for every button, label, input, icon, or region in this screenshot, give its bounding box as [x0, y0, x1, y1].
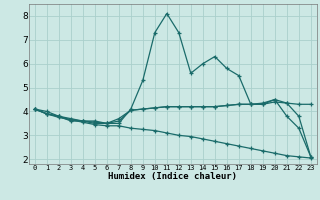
- X-axis label: Humidex (Indice chaleur): Humidex (Indice chaleur): [108, 172, 237, 181]
